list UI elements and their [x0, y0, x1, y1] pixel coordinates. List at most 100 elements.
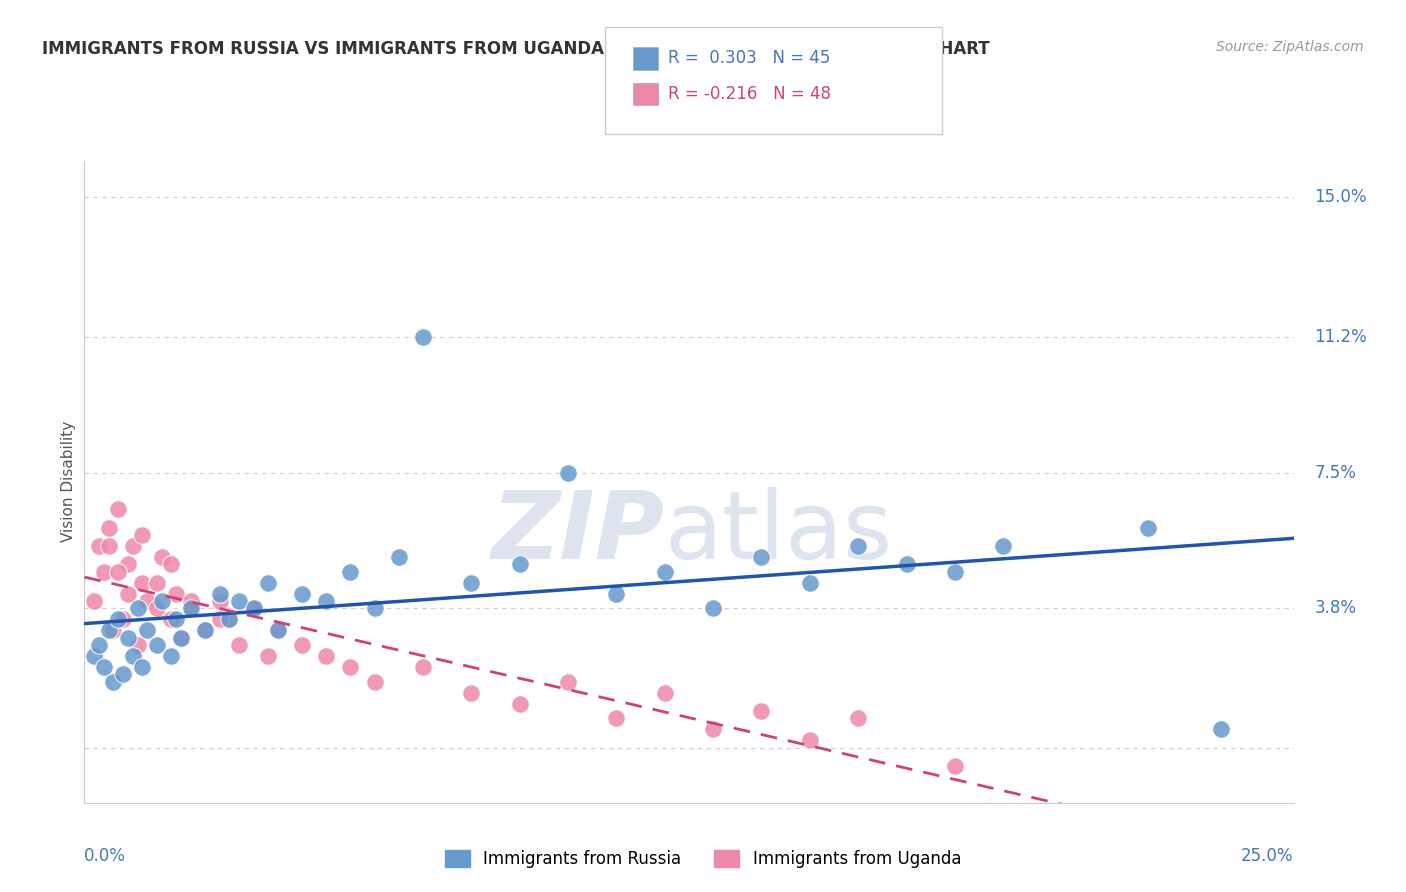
Point [180, 601, 202, 615]
Point [208, 586, 231, 600]
Point [605, 711, 627, 725]
Text: Source: ZipAtlas.com: Source: ZipAtlas.com [1216, 40, 1364, 54]
Point [412, 660, 434, 674]
Point [150, 549, 173, 564]
Point [218, 612, 240, 626]
Point [751, 704, 773, 718]
Text: atlas: atlas [665, 487, 893, 579]
Point [117, 631, 139, 645]
Point [131, 528, 153, 542]
Point [97, 624, 120, 638]
Point [702, 723, 724, 737]
Point [146, 601, 169, 615]
Point [146, 575, 169, 590]
Point [1137, 520, 1160, 534]
Text: 3.8%: 3.8% [1315, 599, 1357, 617]
Point [208, 612, 231, 626]
Point [460, 686, 482, 700]
Point [509, 697, 531, 711]
Point [654, 565, 676, 579]
Point [83, 594, 105, 608]
Point [165, 586, 187, 600]
Y-axis label: Vision Disability: Vision Disability [60, 421, 76, 542]
Point [339, 660, 361, 674]
Point [363, 601, 385, 615]
Point [291, 638, 314, 652]
Text: R = -0.216   N = 48: R = -0.216 N = 48 [668, 85, 831, 103]
Text: 25.0%: 25.0% [1241, 847, 1294, 865]
Point [1209, 723, 1232, 737]
Point [146, 638, 169, 652]
Point [136, 624, 159, 638]
Point [150, 594, 173, 608]
Point [751, 549, 773, 564]
Point [557, 466, 579, 480]
Point [160, 648, 183, 663]
Point [131, 660, 153, 674]
Point [127, 638, 149, 652]
Point [121, 539, 143, 553]
Point [208, 594, 231, 608]
Point [509, 558, 531, 572]
Text: R =  0.303   N = 45: R = 0.303 N = 45 [668, 49, 830, 67]
Point [87, 638, 110, 652]
Text: ZIP: ZIP [492, 487, 665, 579]
Point [112, 667, 135, 681]
Point [97, 520, 120, 534]
Point [993, 539, 1015, 553]
Point [846, 539, 869, 553]
Point [117, 586, 139, 600]
Point [170, 631, 193, 645]
Point [127, 601, 149, 615]
Point [267, 624, 290, 638]
Point [180, 601, 202, 615]
Point [170, 631, 193, 645]
Point [112, 612, 135, 626]
Text: 15.0%: 15.0% [1315, 188, 1367, 206]
Point [291, 586, 314, 600]
Point [194, 624, 217, 638]
Point [388, 549, 411, 564]
Point [103, 674, 125, 689]
Point [242, 601, 264, 615]
Point [605, 586, 627, 600]
Point [799, 575, 821, 590]
Point [799, 733, 821, 747]
Point [165, 612, 187, 626]
Point [117, 558, 139, 572]
Point [107, 612, 129, 626]
Point [136, 594, 159, 608]
Point [257, 575, 280, 590]
Point [896, 558, 918, 572]
Point [228, 594, 250, 608]
Point [160, 612, 183, 626]
Point [412, 329, 434, 343]
Point [107, 565, 129, 579]
Point [943, 565, 966, 579]
Point [228, 638, 250, 652]
Point [83, 648, 105, 663]
Point [121, 648, 143, 663]
Point [107, 502, 129, 516]
Legend: Immigrants from Russia, Immigrants from Uganda: Immigrants from Russia, Immigrants from … [439, 843, 967, 875]
Point [87, 539, 110, 553]
Text: IMMIGRANTS FROM RUSSIA VS IMMIGRANTS FROM UGANDA VISION DISABILITY CORRELATION C: IMMIGRANTS FROM RUSSIA VS IMMIGRANTS FRO… [42, 40, 990, 58]
Point [557, 674, 579, 689]
Point [363, 674, 385, 689]
Point [460, 575, 482, 590]
Point [654, 686, 676, 700]
Point [339, 565, 361, 579]
Point [93, 565, 115, 579]
Point [131, 575, 153, 590]
Point [180, 594, 202, 608]
Text: 11.2%: 11.2% [1315, 327, 1368, 346]
Point [267, 624, 290, 638]
Point [194, 624, 217, 638]
Point [315, 594, 337, 608]
Point [702, 601, 724, 615]
Point [943, 759, 966, 773]
Point [103, 624, 125, 638]
Point [93, 660, 115, 674]
Point [315, 648, 337, 663]
Point [242, 601, 264, 615]
